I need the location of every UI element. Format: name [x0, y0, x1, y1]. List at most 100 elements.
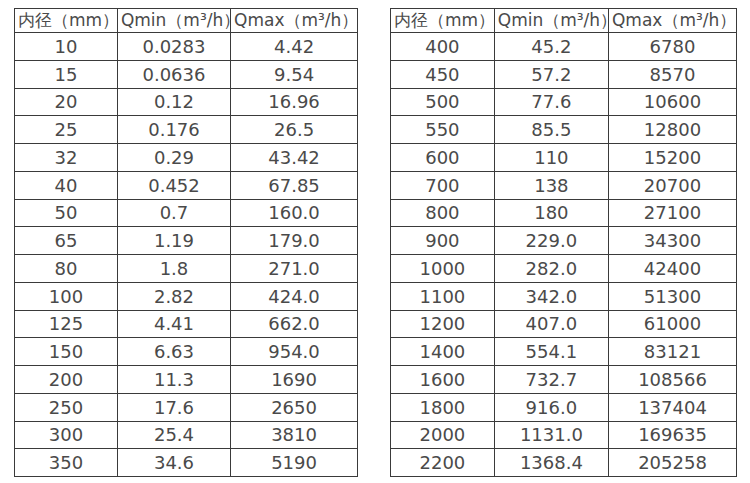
flow-spec-tables-container: 内径（mm）Qmin（m³/h）Qmax（m³/h） 100.02834.421… — [0, 0, 750, 477]
table-cell: 900 — [391, 227, 495, 255]
table-cell: 150 — [15, 338, 118, 366]
table-cell: 0.176 — [117, 116, 230, 144]
table-row: 80018027100 — [391, 199, 737, 227]
column-header: 内径（mm） — [391, 9, 495, 33]
table-row: 320.2943.42 — [15, 144, 358, 172]
table-cell: 67.85 — [231, 171, 358, 199]
table-cell: 450 — [391, 60, 495, 88]
table-cell: 179.0 — [231, 227, 358, 255]
table-cell: 15200 — [608, 144, 736, 172]
column-header: Qmin（m³/h） — [494, 9, 608, 33]
table-row: 40045.26780 — [391, 33, 737, 61]
table-cell: 77.6 — [494, 88, 608, 116]
table-cell: 27100 — [608, 199, 736, 227]
table-body: 40045.2678045057.2857050077.61060055085.… — [391, 33, 737, 477]
table-cell: 954.0 — [231, 338, 358, 366]
table-cell: 169635 — [608, 421, 736, 449]
table-row: 60011015200 — [391, 144, 737, 172]
header-row: 内径（mm）Qmin（m³/h）Qmax（m³/h） — [391, 9, 737, 33]
table-cell: 229.0 — [494, 227, 608, 255]
table-cell: 282.0 — [494, 255, 608, 283]
table-row: 1400554.183121 — [391, 338, 737, 366]
table-cell: 2200 — [391, 449, 495, 477]
table-row: 150.06369.54 — [15, 60, 358, 88]
table-cell: 662.0 — [231, 310, 358, 338]
table-row: 1254.41662.0 — [15, 310, 358, 338]
table-cell: 1690 — [231, 366, 358, 394]
table-row: 35034.65190 — [15, 449, 358, 477]
table-cell: 61000 — [608, 310, 736, 338]
table-cell: 6.63 — [117, 338, 230, 366]
table-cell: 0.29 — [117, 144, 230, 172]
table-cell: 407.0 — [494, 310, 608, 338]
table-cell: 20700 — [608, 171, 736, 199]
table-row: 70013820700 — [391, 171, 737, 199]
table-cell: 3810 — [231, 421, 358, 449]
table-cell: 1100 — [391, 282, 495, 310]
table-row: 1600732.7108566 — [391, 366, 737, 394]
table-cell: 6780 — [608, 33, 736, 61]
table-cell: 125 — [15, 310, 118, 338]
header-row: 内径（mm）Qmin（m³/h）Qmax（m³/h） — [15, 9, 358, 33]
table-cell: 138 — [494, 171, 608, 199]
table-cell: 205258 — [608, 449, 736, 477]
table-cell: 1200 — [391, 310, 495, 338]
table-cell: 4.41 — [117, 310, 230, 338]
table-cell: 600 — [391, 144, 495, 172]
table-cell: 20 — [15, 88, 118, 116]
table-cell: 1600 — [391, 366, 495, 394]
table-cell: 43.42 — [231, 144, 358, 172]
column-header: 内径（mm） — [15, 9, 118, 33]
table-cell: 80 — [15, 255, 118, 283]
table-cell: 200 — [15, 366, 118, 394]
table-cell: 34300 — [608, 227, 736, 255]
table-cell: 800 — [391, 199, 495, 227]
table-cell: 550 — [391, 116, 495, 144]
table-row: 30025.43810 — [15, 421, 358, 449]
table-cell: 50 — [15, 199, 118, 227]
table-row: 1002.82424.0 — [15, 282, 358, 310]
table-row: 200.1216.96 — [15, 88, 358, 116]
table-cell: 0.12 — [117, 88, 230, 116]
table-cell: 732.7 — [494, 366, 608, 394]
table-row: 900229.034300 — [391, 227, 737, 255]
table-cell: 916.0 — [494, 393, 608, 421]
table-cell: 45.2 — [494, 33, 608, 61]
table-row: 55085.512800 — [391, 116, 737, 144]
table-cell: 17.6 — [117, 393, 230, 421]
table-cell: 83121 — [608, 338, 736, 366]
flow-spec-table-large-diameters: 内径（mm）Qmin（m³/h）Qmax（m³/h） 40045.2678045… — [390, 8, 737, 477]
table-cell: 32 — [15, 144, 118, 172]
table-cell: 25.4 — [117, 421, 230, 449]
table-row: 45057.28570 — [391, 60, 737, 88]
table-cell: 0.0283 — [117, 33, 230, 61]
table-cell: 51300 — [608, 282, 736, 310]
table-cell: 1131.0 — [494, 421, 608, 449]
table-cell: 4.42 — [231, 33, 358, 61]
table-cell: 0.452 — [117, 171, 230, 199]
table-cell: 180 — [494, 199, 608, 227]
table-row: 1800916.0137404 — [391, 393, 737, 421]
table-cell: 1.19 — [117, 227, 230, 255]
table-cell: 400 — [391, 33, 495, 61]
table-cell: 0.0636 — [117, 60, 230, 88]
table-cell: 11.3 — [117, 366, 230, 394]
table-cell: 271.0 — [231, 255, 358, 283]
table-row: 50077.610600 — [391, 88, 737, 116]
table-cell: 137404 — [608, 393, 736, 421]
table-cell: 2.82 — [117, 282, 230, 310]
table-row: 1000282.042400 — [391, 255, 737, 283]
column-header: Qmin（m³/h） — [117, 9, 230, 33]
table-row: 20011.31690 — [15, 366, 358, 394]
table-cell: 26.5 — [231, 116, 358, 144]
table-cell: 2650 — [231, 393, 358, 421]
table-cell: 350 — [15, 449, 118, 477]
table-cell: 1800 — [391, 393, 495, 421]
table-cell: 65 — [15, 227, 118, 255]
table-cell: 160.0 — [231, 199, 358, 227]
table-cell: 1368.4 — [494, 449, 608, 477]
table-cell: 8570 — [608, 60, 736, 88]
table-header: 内径（mm）Qmin（m³/h）Qmax（m³/h） — [15, 9, 358, 33]
table-row: 25017.62650 — [15, 393, 358, 421]
table-cell: 40 — [15, 171, 118, 199]
